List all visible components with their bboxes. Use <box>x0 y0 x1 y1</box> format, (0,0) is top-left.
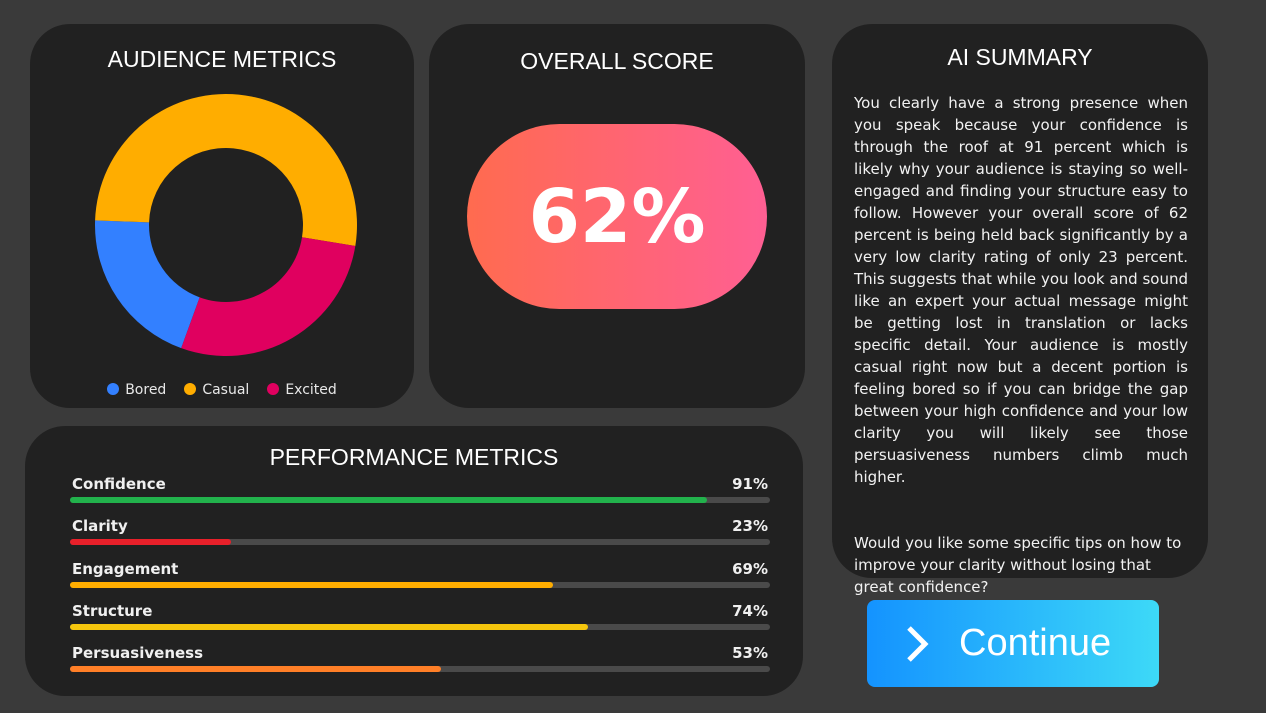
metric-value: 69% <box>732 559 768 578</box>
metric-bar-track <box>70 581 770 588</box>
ai-summary-question: Would you like some specific tips on how… <box>854 534 1182 596</box>
overall-score-value: 62% <box>467 124 767 309</box>
performance-metrics-card: PERFORMANCE METRICS Confidence 91% Clarity… <box>25 426 803 696</box>
donut-slice-bored[interactable] <box>95 220 200 349</box>
metric-value: 74% <box>732 601 768 620</box>
metric-confidence: Confidence 91% <box>70 475 770 503</box>
metric-bar-fill <box>70 623 588 630</box>
legend-item-bored[interactable]: Bored <box>107 382 166 398</box>
metric-value: 23% <box>732 517 768 536</box>
metric-bar-fill <box>70 539 231 546</box>
audience-metrics-title: AUDIENCE METRICS <box>107 46 337 72</box>
continue-label: Continue <box>959 622 1112 664</box>
metric-clarity: Clarity 23% <box>70 517 770 546</box>
metric-bar-track <box>70 539 770 546</box>
chart-legend: Bored Casual Excited <box>30 382 414 398</box>
metric-label: Confidence <box>72 475 166 493</box>
performance-metrics-title: PERFORMANCE METRICS <box>269 444 559 470</box>
legend-label: Casual <box>202 382 250 398</box>
metric-bar-fill <box>70 666 441 673</box>
overall-score-title: OVERALL SCORE <box>520 48 714 74</box>
metric-value: 53% <box>732 644 768 663</box>
metric-bar-fill <box>70 581 553 588</box>
metric-bar-track <box>70 623 770 630</box>
metric-persuasiveness: Persuasiveness 53% <box>70 644 770 673</box>
ai-summary-title: AI SUMMARY <box>947 44 1093 70</box>
legend-label: Bored <box>125 382 167 398</box>
legend-dot <box>267 383 280 395</box>
metric-engagement: Engagement 69% <box>70 560 770 588</box>
metric-label: Engagement <box>72 559 179 578</box>
metric-bar-fill <box>70 497 707 503</box>
donut-slice-excited[interactable] <box>181 237 356 356</box>
continue-button[interactable]: Continue <box>867 600 1159 687</box>
audience-donut-chart <box>95 94 357 356</box>
audience-metrics-card: AUDIENCE METRICS Bored Casual Excited <box>30 24 414 408</box>
metric-bar-track <box>70 497 770 503</box>
metric-label: Structure <box>72 601 153 620</box>
overall-score-card: OVERALL SCORE 62% <box>429 24 805 408</box>
legend-dot <box>184 383 197 395</box>
legend-item-casual[interactable]: Casual <box>184 382 249 398</box>
metric-label: Persuasiveness <box>72 644 204 663</box>
legend-label: Excited <box>285 382 337 398</box>
metric-bar-track <box>70 666 770 673</box>
chevron-right-icon <box>907 625 929 662</box>
metric-structure: Structure 74% <box>70 602 770 630</box>
legend-dot <box>107 383 120 395</box>
ai-summary-card: AI SUMMARY You clearly have a strong pre… <box>832 24 1208 596</box>
metric-value: 91% <box>732 475 768 493</box>
donut-slice-casual[interactable] <box>95 94 357 246</box>
legend-item-excited[interactable]: Excited <box>267 382 337 398</box>
metric-label: Clarity <box>72 517 128 536</box>
ai-summary-paragraph: You clearly have a strong presence when … <box>854 94 1188 486</box>
ai-summary-text: You clearly have a strong presence when … <box>854 92 1188 598</box>
